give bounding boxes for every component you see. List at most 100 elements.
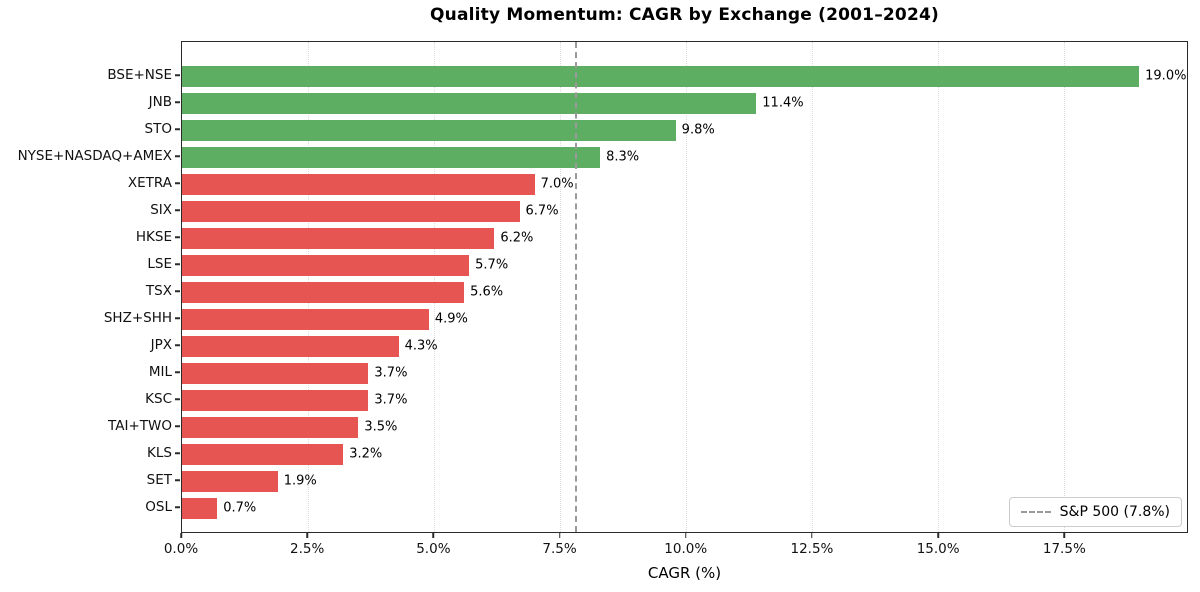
y-tick-mark [175,155,180,157]
bar [182,92,757,114]
legend: S&P 500 (7.8%) [1008,497,1182,527]
x-tick-mark [937,533,939,538]
plot-area: 19.0% 11.4% 9.8% 8.3% 7.0% 6.7% 6.2% 5.7% 5.6% 4.… [181,41,1188,533]
y-tick-label: SET [146,472,172,488]
y-tick-mark [175,182,180,184]
bar [182,254,470,276]
x-axis-label: CAGR (%) [647,564,722,582]
bar [182,308,429,330]
bar-value-label: 3.5% [364,419,398,435]
x-tick-label: 15.0% [916,541,960,557]
bar [182,281,465,303]
bar-value-label: 19.0% [1145,68,1187,84]
x-tick-mark [432,533,435,538]
x-tick-label: 5.0% [416,541,451,557]
x-tick-label: 2.5% [290,541,325,557]
bar [182,389,369,411]
y-tick-label: JPX [150,337,172,353]
bar [182,416,359,438]
y-tick-mark [175,128,180,130]
y-tick-label: NYSE+NASDAQ+AMEX [17,148,172,164]
gridline [811,42,813,532]
bar [182,335,399,357]
bar-value-label: 5.7% [475,257,509,273]
bar-value-label: 6.7% [525,203,559,219]
y-tick-mark [175,290,180,292]
y-tick-label: SIX [150,202,172,218]
y-tick-mark [175,479,180,481]
y-tick-mark [175,425,180,427]
y-tick-mark [175,452,180,454]
bar-value-label: 4.3% [404,338,438,354]
bar [182,173,535,195]
y-tick-label: HKSE [135,229,172,245]
bar-value-label: 5.6% [470,284,504,300]
y-tick-label: SHZ+SHH [103,310,172,326]
y-tick-label: MIL [148,364,172,380]
legend-label: S&P 500 (7.8%) [1059,504,1170,520]
y-tick-mark [175,506,180,508]
x-tick-mark [558,533,561,538]
bar [182,470,278,492]
y-tick-mark [175,371,180,373]
x-tick-mark [1063,533,1066,538]
y-tick-label: JNB [148,94,172,110]
x-tick-label: 10.0% [664,541,708,557]
y-tick-mark [175,209,180,211]
y-axis-labels: BSE+NSE JNB STO NYSE+NASDAQ+AMEX XETRA SIX HKS… [0,41,172,533]
y-tick-label: KLS [147,445,172,461]
dashed-line-icon [1020,511,1051,513]
bar [182,200,520,222]
y-tick-mark [175,317,180,319]
bar [182,65,1140,87]
bar-value-label: 1.9% [283,473,317,489]
y-tick-mark [175,263,180,265]
y-tick-label: TSX [145,283,172,299]
bar-value-label: 3.7% [374,365,408,381]
x-tick-label: 17.5% [1042,541,1086,557]
y-tick-mark [175,74,180,76]
x-tick-label: 0.0% [163,541,199,557]
bar [182,146,601,168]
bar-value-label: 3.2% [349,446,383,462]
bars-layer: 19.0% 11.4% 9.8% 8.3% 7.0% 6.7% 6.2% 5.7% 5.6% 4.… [182,42,1187,532]
y-tick-label: XETRA [127,175,172,191]
bar-value-label: 3.7% [374,392,408,408]
x-tick-mark [180,533,182,538]
x-tick-mark [685,533,687,538]
bar [182,227,495,249]
y-tick-label: TAI+TWO [108,418,172,434]
bar-value-label: 0.7% [223,500,257,516]
y-tick-mark [175,344,180,346]
y-tick-mark [175,398,180,400]
y-tick-label: LSE [147,256,172,272]
bar-value-label: 4.9% [434,311,468,327]
bar [182,362,369,384]
bar [182,497,218,519]
y-axis-ticks [175,41,181,533]
gridline [559,42,561,532]
y-tick-label: OSL [145,499,172,515]
bar-value-label: 9.8% [681,122,715,138]
y-tick-label: BSE+NSE [107,67,172,83]
sp500-reference-line [574,42,577,532]
x-axis-ticks: 0.0% 2.5% 5.0% 7.5% 10.0% 12.5% 15.0% 17.5% [164,533,1188,565]
y-tick-mark [175,101,180,103]
bar-value-label: 8.3% [606,149,640,165]
bar [182,443,344,465]
bar-value-label: 7.0% [540,176,574,192]
chart-title: Quality Momentum: CAGR by Exchange (2001… [430,5,939,25]
bar-value-label: 11.4% [762,95,804,111]
y-tick-label: KSC [145,391,172,407]
x-tick-mark [306,533,308,538]
y-tick-label: STO [144,121,172,137]
gridline [1063,42,1065,532]
y-tick-mark [175,236,180,238]
x-tick-label: 7.5% [542,541,577,557]
gridline [937,42,939,532]
gridline [685,42,687,532]
x-tick-label: 12.5% [790,541,834,557]
bar-value-label: 6.2% [500,230,534,246]
x-tick-mark [811,533,813,538]
